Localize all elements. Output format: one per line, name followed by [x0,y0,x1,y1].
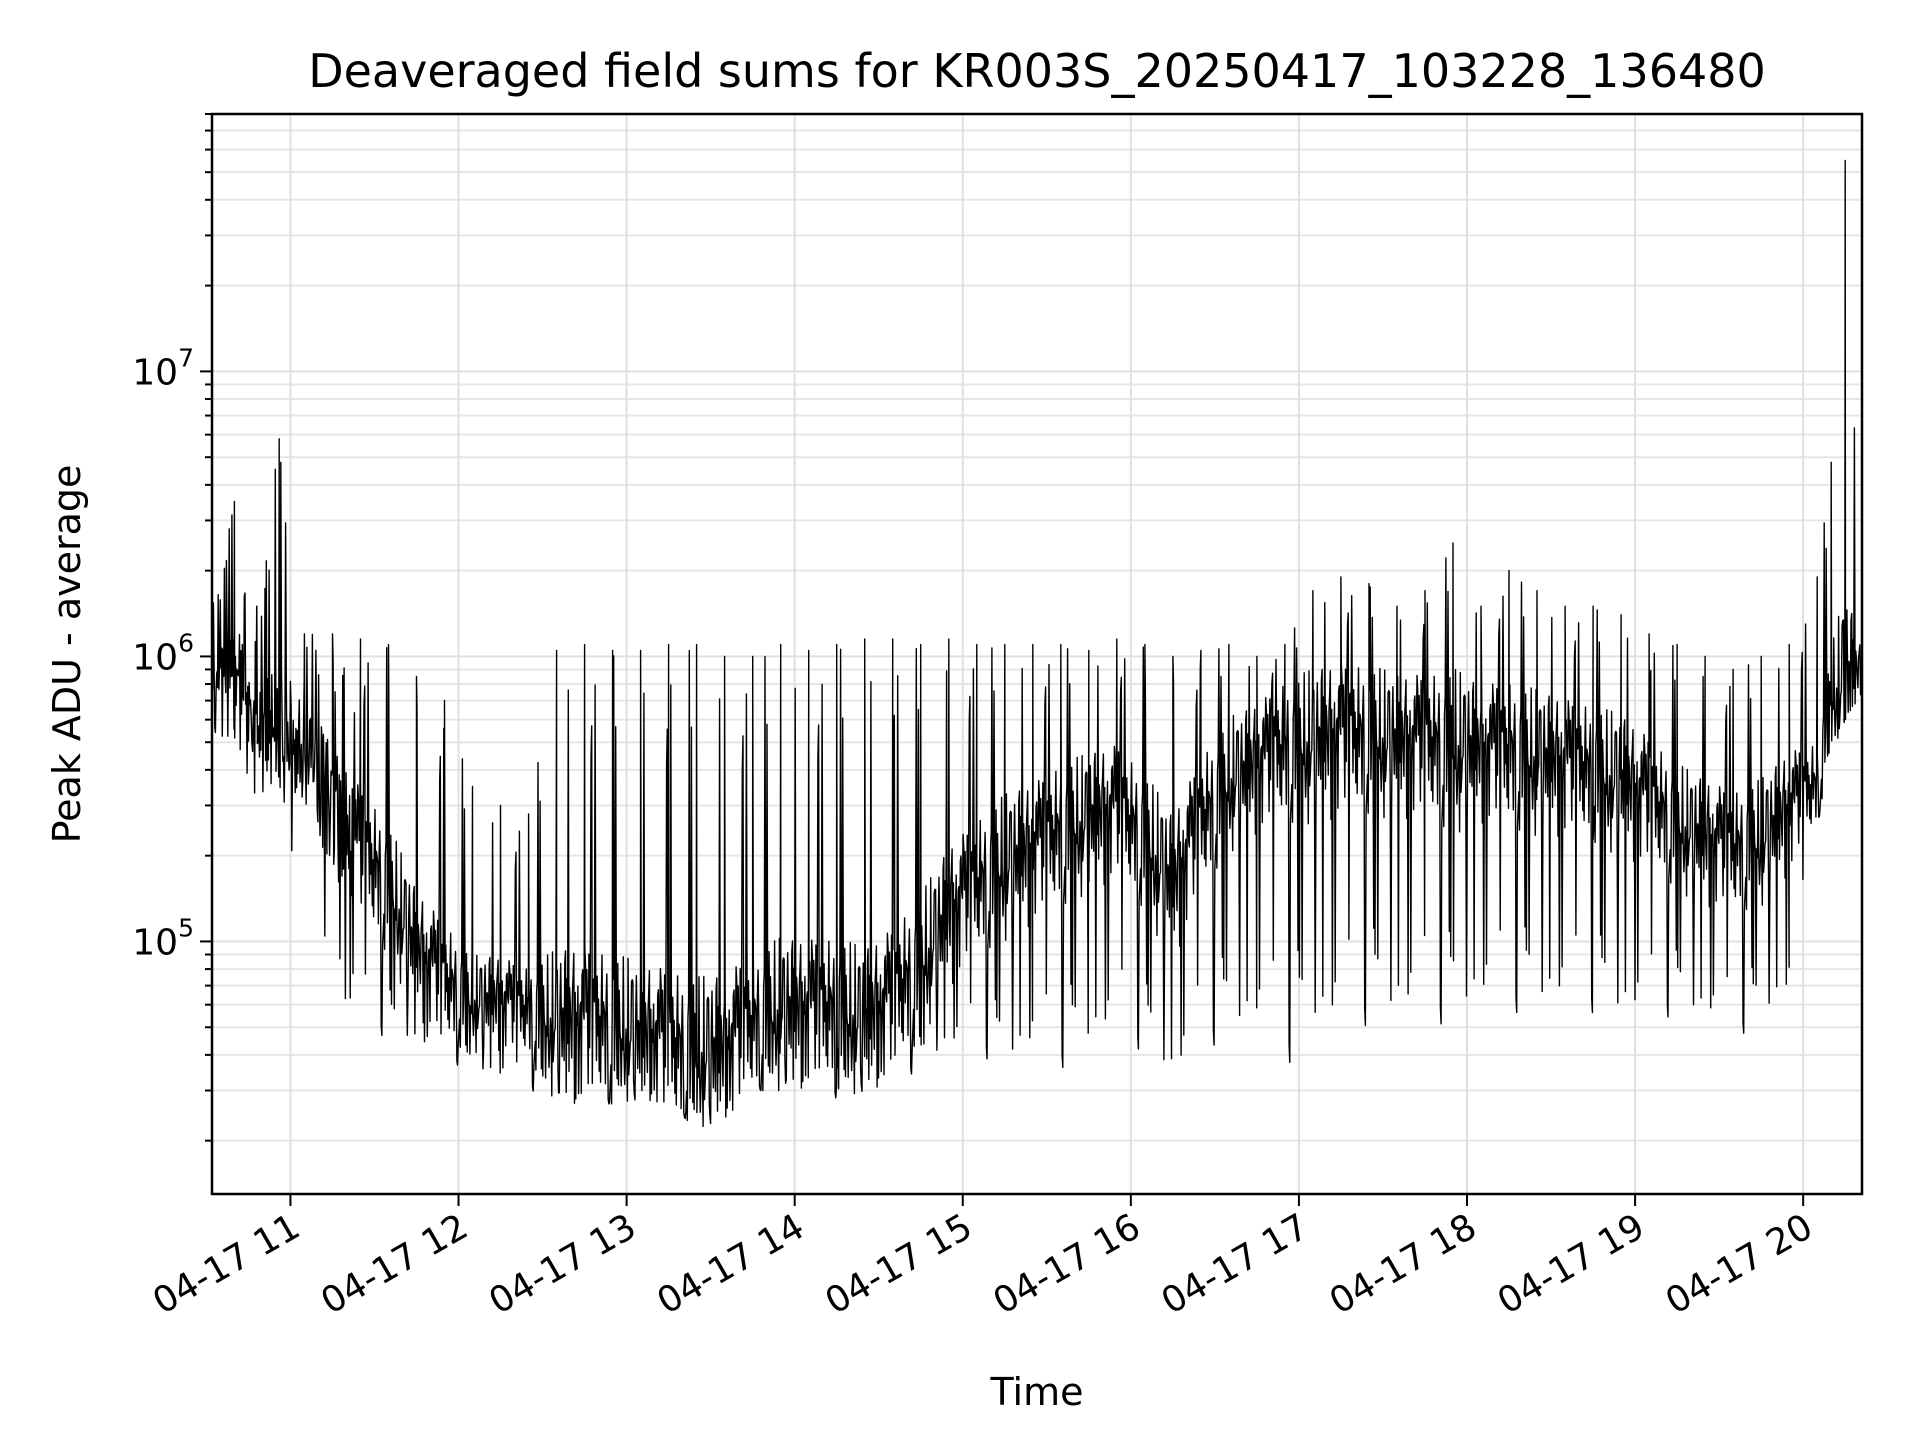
y-tick-label: 107 [132,343,194,393]
y-axis-label: Peak ADU - average [45,465,89,844]
series-line [211,159,1863,1128]
y-tick-label: 105 [132,913,194,963]
x-axis-label: Time [990,1370,1084,1414]
y-axis-ticks: 105 106 107 [132,113,212,1142]
series-path [211,159,1863,1128]
plot-frame [210,112,1864,1196]
y-tick-label: 106 [132,628,194,678]
chart-title: Deaveraged field sums for KR003S_2025041… [308,44,1766,98]
